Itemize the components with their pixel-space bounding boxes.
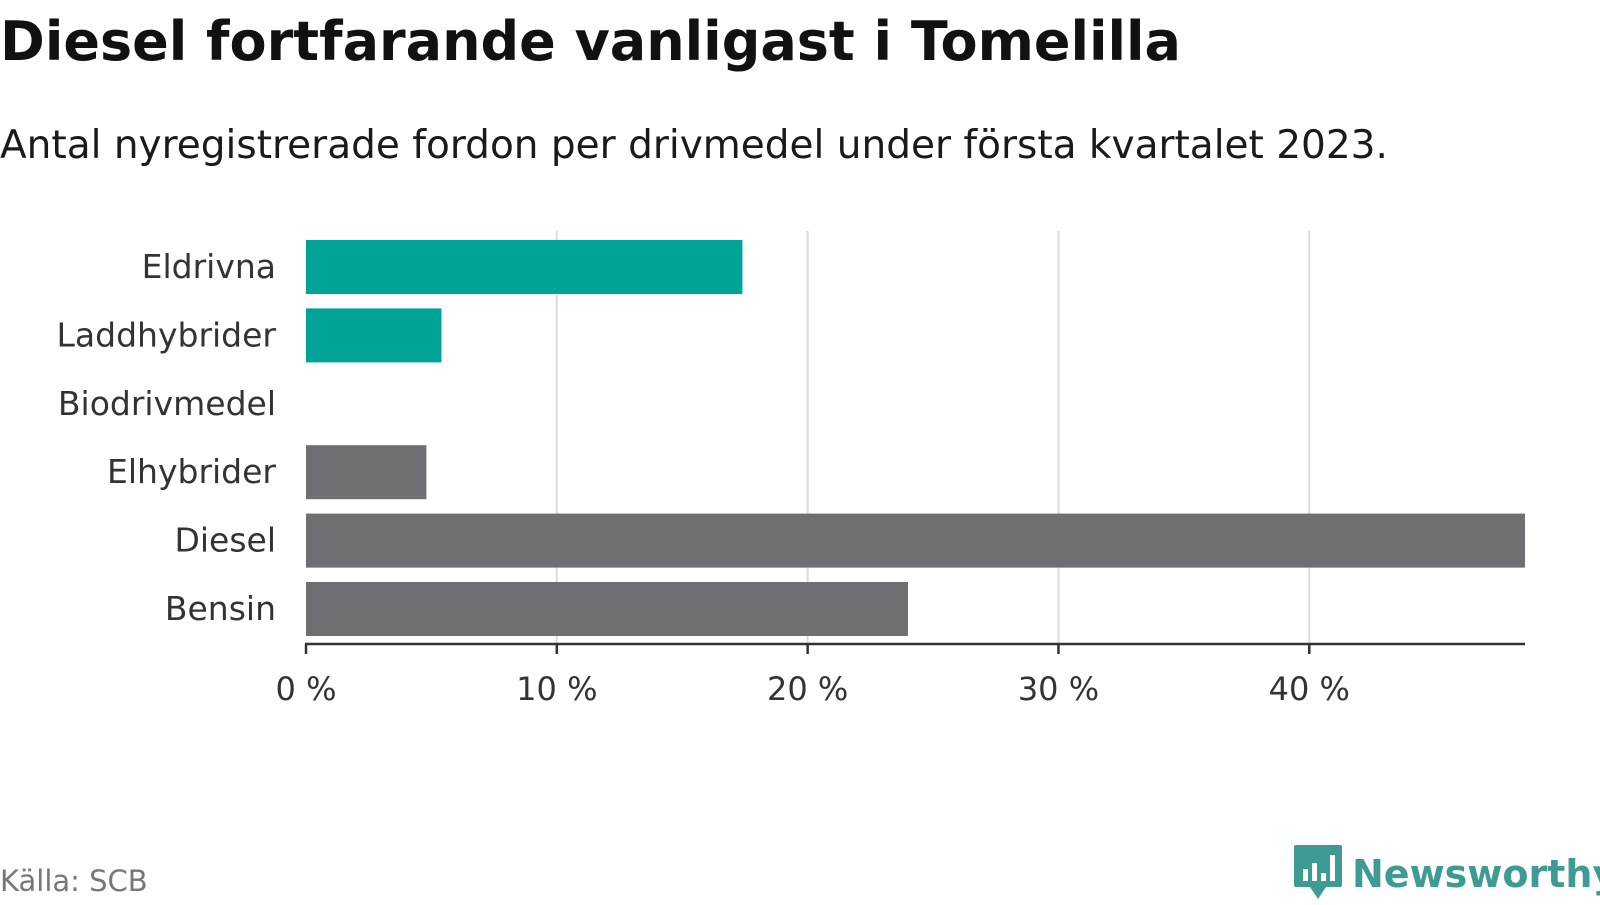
category-label: Eldrivna: [142, 247, 276, 286]
category-label: Bensin: [165, 589, 276, 628]
category-label: Laddhybrider: [57, 315, 277, 354]
x-tick-label: 30 %: [1018, 670, 1099, 708]
bars: [306, 240, 1525, 636]
x-tick-label: 40 %: [1269, 670, 1350, 708]
category-label: Elhybrider: [107, 452, 276, 491]
category-label: Diesel: [174, 521, 276, 560]
bar-chart-speech-bubble-icon: [1292, 843, 1344, 905]
x-tick-label: 0 %: [276, 670, 337, 708]
category-labels: Eldrivna Laddhybrider Biodrivmedel Elhybrid…: [57, 247, 277, 628]
x-axis: 0 % 10 % 20 % 30 % 40 %: [276, 642, 1525, 708]
bar-laddhybrider: [306, 308, 442, 363]
x-tick-label: 20 %: [767, 670, 848, 708]
category-label: Biodrivmedel: [58, 384, 276, 423]
bar-eldrivna: [306, 240, 743, 294]
logo-text: Newsworthy: [1352, 852, 1600, 896]
x-tick-label: 10 %: [516, 670, 597, 708]
bar-bensin: [306, 582, 908, 636]
chart-title: Diesel fortfarande vanligast i Tomelilla: [0, 10, 1181, 73]
gridlines: [555, 231, 1311, 644]
newsworthy-logo: Newsworthy: [1292, 843, 1600, 905]
source-note: Källa: SCB: [0, 864, 148, 898]
bar-diesel: [306, 513, 1525, 568]
chart-subtitle: Antal nyregistrerade fordon per drivmede…: [0, 123, 1388, 168]
bar-elhybrider: [306, 445, 427, 500]
